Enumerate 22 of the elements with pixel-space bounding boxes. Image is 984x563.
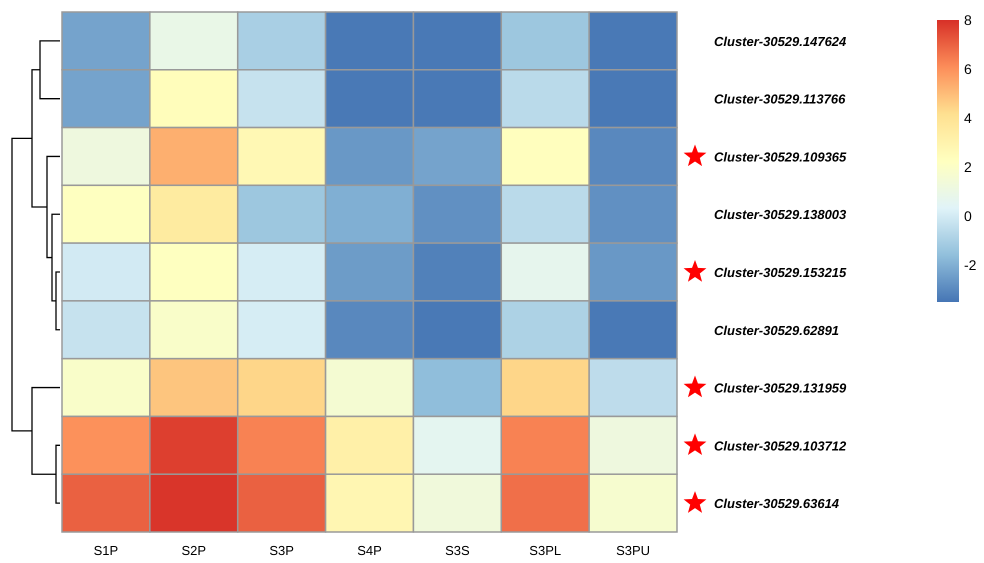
x-tick-label: S3S xyxy=(445,543,470,558)
x-tick-label: S4P xyxy=(357,543,382,558)
y-tick-label: Cluster-30529.62891 xyxy=(714,322,840,338)
y-tick-label: Cluster-30529.147624 xyxy=(714,34,848,49)
color-bar-label: 6 xyxy=(964,61,972,78)
y-tick-label: Cluster-30529.63614 xyxy=(714,496,840,512)
y-tick-label: Cluster-30529.153215 xyxy=(714,265,848,280)
y-tick-label: Cluster-30529.109365 xyxy=(714,149,848,164)
y-tick-label: Cluster-30529.103712 xyxy=(714,438,848,454)
x-tick-label: S3PU xyxy=(616,543,650,558)
x-tick-label: S2P xyxy=(181,543,206,558)
x-tick-label: S3P xyxy=(269,543,294,558)
color-bar-label: 4 xyxy=(964,110,972,126)
x-tick-label: S1P xyxy=(94,543,118,558)
y-tick-label: Cluster-30529.138003 xyxy=(714,207,848,222)
x-tick-label: S3PL xyxy=(529,543,562,558)
color-bar-label: 0 xyxy=(964,208,972,224)
color-bar-label: 8 xyxy=(964,12,972,28)
color-bar-label: 2 xyxy=(964,159,972,176)
color-bar-label: -2 xyxy=(964,257,977,274)
y-tick-label: Cluster-30529.131959 xyxy=(714,380,848,396)
y-tick-label: Cluster-30529.113766 xyxy=(714,92,846,107)
